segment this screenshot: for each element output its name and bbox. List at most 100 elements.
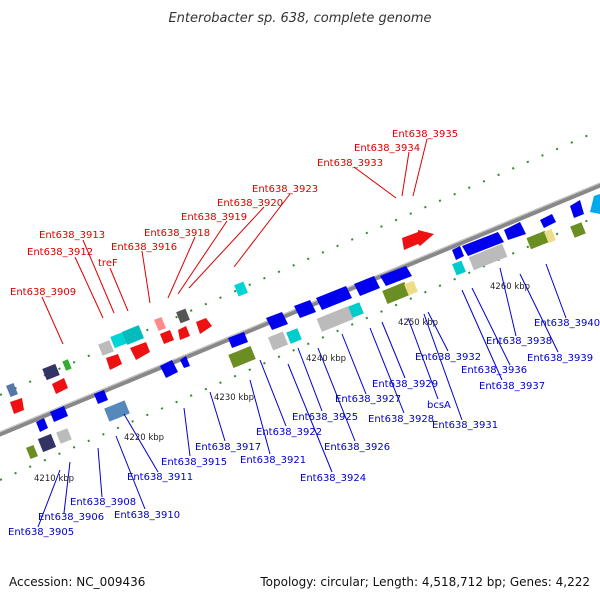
forward-gene-label[interactable]: Ent638_3934 bbox=[354, 143, 420, 154]
reverse-gene-label[interactable]: Ent638_3927 bbox=[335, 394, 401, 405]
scale-label: 4260 kbp bbox=[490, 282, 530, 292]
gene-reverse-grey[interactable] bbox=[267, 331, 289, 351]
reverse-gene-label[interactable]: Ent638_3926 bbox=[324, 442, 390, 453]
gene-forward-steel[interactable] bbox=[6, 382, 18, 398]
reverse-gene-label[interactable]: Ent638_3922 bbox=[256, 427, 322, 438]
genome-summary: Topology: circular; Length: 4,518,712 bp… bbox=[259, 575, 590, 589]
forward-gene-label[interactable]: Ent638_3935 bbox=[392, 129, 458, 140]
gene-forward[interactable] bbox=[402, 230, 434, 250]
gene-reverse[interactable] bbox=[540, 214, 556, 228]
gene-reverse[interactable] bbox=[94, 390, 108, 404]
forward-gene-label[interactable]: Ent638_3918 bbox=[144, 228, 210, 239]
gene-forward[interactable] bbox=[106, 354, 122, 370]
gene-forward-grey[interactable] bbox=[98, 340, 114, 356]
gene-forward[interactable] bbox=[196, 318, 212, 334]
gene-forward-cyan[interactable] bbox=[234, 281, 248, 297]
reverse-gene-label[interactable]: Ent638_3905 bbox=[8, 527, 74, 538]
gene-forward-dark[interactable] bbox=[176, 308, 190, 324]
gene-reverse[interactable] bbox=[266, 312, 288, 330]
gene-reverse[interactable] bbox=[504, 222, 526, 240]
gene-reverse[interactable] bbox=[294, 300, 316, 318]
forward-gene-label[interactable]: Ent638_3933 bbox=[317, 158, 383, 169]
gene-forward[interactable] bbox=[160, 330, 174, 344]
gene-reverse[interactable] bbox=[228, 332, 248, 348]
gene-reverse-khaki[interactable] bbox=[544, 228, 556, 244]
forward-gene-label[interactable]: Ent638_3913 bbox=[39, 230, 105, 241]
forward-genes bbox=[6, 230, 434, 414]
gene-reverse[interactable] bbox=[452, 246, 464, 260]
gene-reverse-cyan[interactable] bbox=[286, 328, 302, 344]
scale-label: 4220 kbp bbox=[124, 433, 164, 443]
gene-reverse[interactable] bbox=[570, 200, 584, 218]
scale-labels: 4210 kbp 4220 kbp 4230 kbp 4240 kbp 4250… bbox=[34, 282, 530, 484]
reverse-gene-label[interactable]: Ent638_3932 bbox=[415, 352, 481, 363]
scale-label: 4210 kbp bbox=[34, 474, 74, 484]
gene-reverse[interactable] bbox=[180, 356, 190, 368]
gene-forward-cyan[interactable] bbox=[110, 331, 128, 349]
gene-forward-green[interactable] bbox=[62, 359, 72, 371]
reverse-gene-label[interactable]: Ent638_3925 bbox=[292, 412, 358, 423]
gene-reverse-olive[interactable] bbox=[228, 346, 256, 368]
gene-reverse-cyan[interactable] bbox=[348, 302, 364, 318]
reverse-gene-labels: Ent638_3940 Ent638_3938 Ent638_3939 Ent6… bbox=[8, 318, 600, 538]
reverse-gene-label[interactable]: Ent638_3917 bbox=[195, 442, 261, 453]
reverse-gene-label[interactable]: Ent638_3915 bbox=[161, 457, 227, 468]
gene-reverse-olive[interactable] bbox=[570, 222, 586, 238]
gene-forward[interactable] bbox=[52, 378, 68, 394]
gene-reverse-khaki[interactable] bbox=[404, 280, 418, 296]
reverse-gene-label[interactable]: Ent638_3929 bbox=[372, 379, 438, 390]
reverse-gene-label[interactable]: Ent638_3940 bbox=[534, 318, 600, 329]
forward-gene-label[interactable]: treF bbox=[98, 258, 118, 269]
gene-reverse[interactable] bbox=[316, 286, 352, 310]
reverse-gene-label[interactable]: Ent638_3936 bbox=[461, 365, 527, 376]
gene-reverse-grey[interactable] bbox=[316, 306, 354, 332]
gene-forward-pink[interactable] bbox=[154, 316, 166, 332]
forward-gene-labels: Ent638_3935 Ent638_3934 Ent638_3933 Ent6… bbox=[10, 129, 458, 298]
gene-forward-cyan[interactable] bbox=[122, 325, 144, 345]
forward-gene-label[interactable]: Ent638_3909 bbox=[10, 287, 76, 298]
reverse-gene-label[interactable]: Ent638_3928 bbox=[368, 414, 434, 425]
gene-reverse[interactable] bbox=[160, 360, 178, 378]
gene-reverse-grey[interactable] bbox=[56, 428, 72, 444]
forward-gene-label[interactable]: Ent638_3923 bbox=[252, 184, 318, 195]
gene-forward[interactable] bbox=[178, 326, 190, 340]
forward-leaders bbox=[41, 138, 428, 345]
gene-reverse-olive[interactable] bbox=[382, 282, 410, 304]
reverse-gene-label[interactable]: Ent638_3908 bbox=[70, 497, 136, 508]
gene-reverse[interactable] bbox=[590, 194, 600, 214]
gene-forward[interactable] bbox=[130, 342, 150, 360]
forward-gene-label[interactable]: Ent638_3916 bbox=[111, 242, 177, 253]
gene-reverse[interactable] bbox=[462, 232, 504, 256]
gene-reverse-steel[interactable] bbox=[104, 400, 130, 422]
upper-tick-guide bbox=[0, 129, 600, 396]
reverse-gene-label[interactable]: Ent638_3906 bbox=[38, 512, 104, 523]
reverse-gene-label[interactable]: Ent638_3939 bbox=[527, 353, 593, 364]
forward-gene-label[interactable]: Ent638_3912 bbox=[27, 247, 93, 258]
gene-reverse[interactable] bbox=[380, 266, 412, 286]
reverse-genes bbox=[26, 194, 600, 460]
gene-reverse-cyan[interactable] bbox=[452, 260, 466, 276]
reverse-gene-label[interactable]: Ent638_3931 bbox=[432, 420, 498, 431]
gene-reverse-olive[interactable] bbox=[26, 444, 38, 460]
reverse-gene-label[interactable]: Ent638_3910 bbox=[114, 510, 180, 521]
gene-reverse-navy[interactable] bbox=[37, 433, 57, 453]
forward-gene-label[interactable]: Ent638_3920 bbox=[217, 198, 283, 209]
accession-label: Accession: NC_009436 bbox=[9, 575, 145, 589]
gene-reverse[interactable] bbox=[354, 276, 380, 296]
gene-reverse-olive[interactable] bbox=[526, 230, 550, 250]
reverse-gene-label[interactable]: Ent638_3911 bbox=[127, 472, 193, 483]
gene-reverse[interactable] bbox=[36, 418, 48, 432]
gene-forward[interactable] bbox=[10, 398, 24, 414]
reverse-gene-label[interactable]: Ent638_3938 bbox=[486, 336, 552, 347]
reverse-gene-label[interactable]: Ent638_3921 bbox=[240, 455, 306, 466]
reverse-gene-label[interactable]: Ent638_3924 bbox=[300, 473, 366, 484]
gene-reverse[interactable] bbox=[50, 406, 68, 422]
gene-forward-navy[interactable] bbox=[42, 363, 60, 381]
map-title: Enterobacter sp. 638, complete genome bbox=[168, 11, 431, 26]
gene-reverse-grey[interactable] bbox=[468, 243, 508, 271]
reverse-gene-label[interactable]: Ent638_3937 bbox=[479, 381, 545, 392]
forward-gene-label[interactable]: Ent638_3919 bbox=[181, 212, 247, 223]
reverse-gene-label[interactable]: bcsA bbox=[427, 400, 451, 411]
